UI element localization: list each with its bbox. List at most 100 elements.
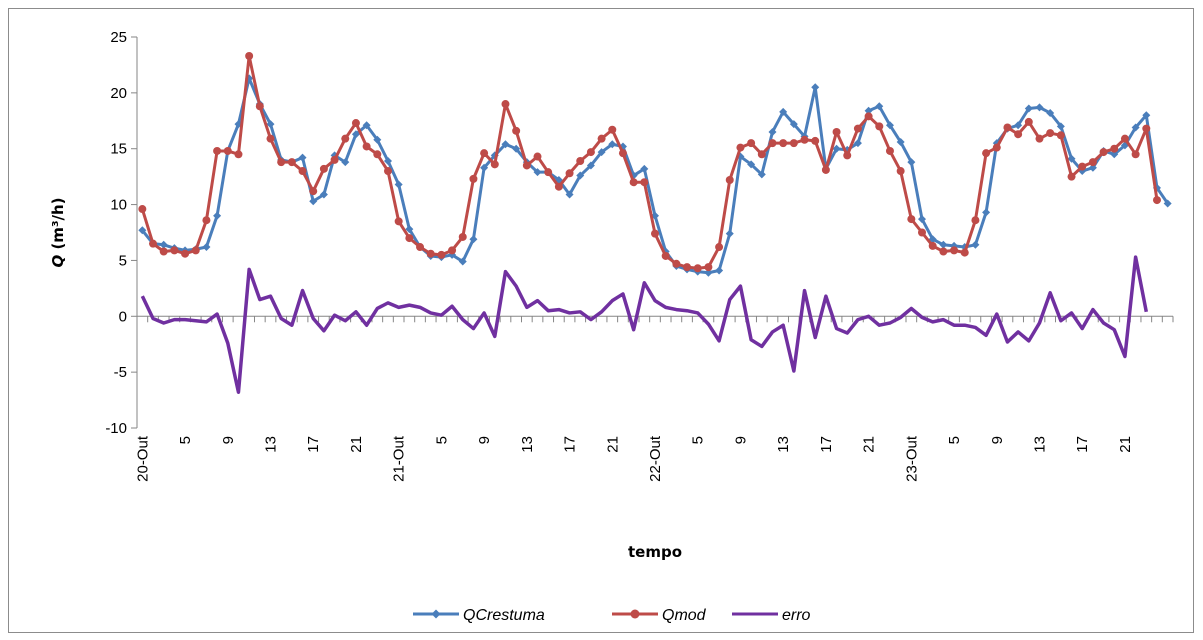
point-qcrestuma (608, 140, 617, 149)
point-qcrestuma (597, 148, 606, 157)
point-qmod (1142, 124, 1151, 133)
point-qmod (1088, 158, 1097, 167)
point-qmod (853, 124, 862, 133)
point-qcrestuma (266, 120, 275, 129)
point-qcrestuma (779, 107, 788, 116)
point-qmod (885, 146, 894, 155)
x-tick-label: 13 (263, 436, 280, 453)
point-qmod (704, 263, 713, 272)
point-qcrestuma (576, 171, 585, 180)
point-qmod (597, 134, 606, 143)
point-qcrestuma (789, 120, 798, 129)
axes (131, 36, 1174, 429)
point-qcrestuma (1035, 103, 1044, 112)
y-tick-label: -10 (105, 420, 127, 437)
point-qmod (832, 127, 841, 136)
x-tick-label: 5 (946, 436, 963, 444)
point-qcrestuma (971, 240, 980, 249)
point-qmod (896, 167, 905, 176)
point-qmod (1024, 117, 1033, 126)
x-tick-label: 9 (476, 436, 493, 444)
point-qmod (821, 165, 830, 174)
point-qmod (202, 216, 211, 225)
point-qcrestuma (138, 226, 147, 235)
point-qcrestuma (1046, 108, 1055, 117)
point-qcrestuma (747, 160, 756, 169)
point-qmod (1067, 172, 1076, 181)
point-qmod (661, 251, 670, 260)
point-qcrestuma (715, 266, 724, 275)
y-axis-title: Q (m³/h) (49, 197, 67, 267)
x-tick-label: 5 (177, 436, 194, 444)
point-qcrestuma (512, 144, 521, 153)
point-qmod (982, 149, 991, 158)
series-line-qcrestuma (141, 76, 1169, 275)
point-qmod (266, 134, 275, 143)
point-qcrestuma (373, 135, 382, 144)
point-qmod (565, 169, 574, 178)
point-qmod (554, 182, 563, 191)
point-qcrestuma (1163, 199, 1172, 208)
point-qmod (330, 155, 339, 164)
point-qmod (928, 241, 937, 250)
y-tick-label: 15 (110, 141, 127, 158)
y-tick-label: 0 (119, 308, 127, 325)
point-qcrestuma (351, 130, 360, 139)
point-qcrestuma (309, 197, 318, 206)
point-qmod (757, 150, 766, 159)
x-tick-label: 21 (1117, 436, 1134, 453)
point-qcrestuma (213, 211, 222, 220)
point-qcrestuma (341, 158, 350, 167)
point-qcrestuma (458, 257, 467, 266)
point-qmod (191, 246, 200, 255)
point-qmod (1120, 134, 1129, 143)
point-qcrestuma (298, 153, 307, 162)
point-qcrestuma (864, 106, 873, 115)
point-qmod (298, 167, 307, 176)
point-qmod (683, 263, 692, 272)
point-qmod (715, 243, 724, 252)
point-qcrestuma (1056, 122, 1065, 131)
y-tick-label: 20 (110, 85, 127, 102)
point-qcrestuma (640, 164, 649, 173)
point-qmod (287, 158, 296, 167)
point-qmod (149, 239, 158, 248)
point-qmod (351, 119, 360, 128)
point-qmod (255, 102, 264, 111)
x-tick-label: 20-Out (134, 435, 151, 482)
x-tick-label: 9 (989, 436, 1006, 444)
point-qcrestuma (853, 139, 862, 148)
point-qmod (458, 232, 467, 241)
legend: QCrestuma Qmod erro (413, 607, 811, 624)
y-tick-label: 10 (110, 197, 127, 214)
point-qcrestuma (1131, 123, 1140, 132)
point-qcrestuma (202, 243, 211, 252)
point-qmod (213, 146, 222, 155)
point-qcrestuma (405, 225, 414, 234)
x-tick-label: 21 (604, 436, 621, 453)
point-qcrestuma (939, 240, 948, 249)
point-qmod (907, 215, 916, 224)
series-layer (138, 51, 1172, 394)
x-tick-label: 17 (305, 436, 322, 453)
point-qmod (618, 149, 627, 158)
legend-label-erro: erro (782, 607, 811, 624)
point-qmod (416, 243, 425, 252)
point-qmod (234, 150, 243, 159)
point-qcrestuma (383, 157, 392, 166)
point-qmod (747, 139, 756, 148)
point-qcrestuma (533, 168, 542, 177)
point-qmod (373, 150, 382, 159)
point-qmod (1110, 144, 1119, 153)
point-qcrestuma (394, 180, 403, 189)
point-qcrestuma (725, 229, 734, 238)
point-qcrestuma (1142, 111, 1151, 120)
point-qmod (1035, 134, 1044, 143)
point-qmod (1099, 148, 1108, 157)
legend-marker-qcrestuma (431, 609, 441, 619)
x-tick-label: 9 (220, 436, 237, 444)
point-qmod (405, 234, 414, 243)
point-qcrestuma (1024, 104, 1033, 113)
point-qmod (768, 139, 777, 148)
